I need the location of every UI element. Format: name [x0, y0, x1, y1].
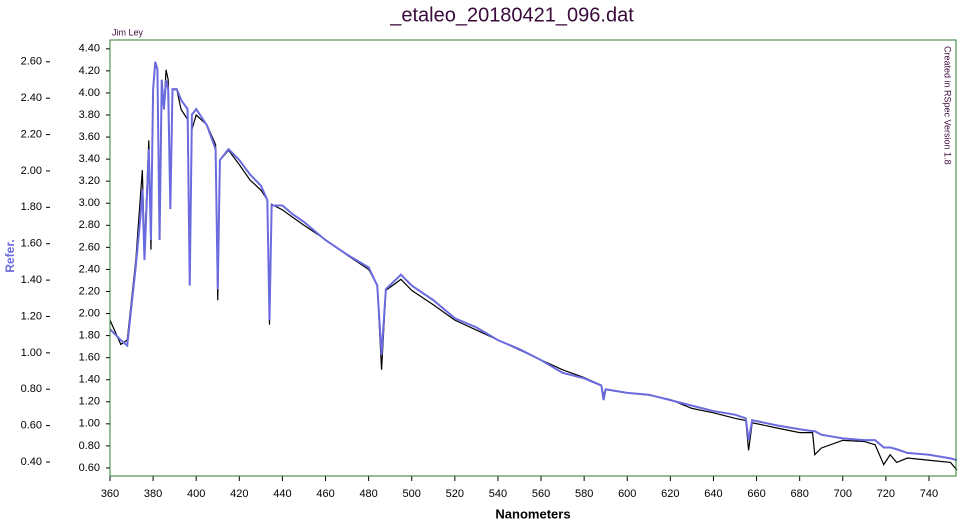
x-tick-label: 360	[101, 488, 119, 500]
y-tick-label: 2.40	[79, 263, 100, 275]
y-tick-label: 3.60	[79, 131, 100, 143]
y2-tick-label: 2.00	[21, 165, 42, 177]
y-tick-label: 2.80	[79, 219, 100, 231]
y-tick-label: 4.00	[79, 87, 100, 99]
y2-tick-label: 0.40	[21, 456, 42, 468]
y2-axis-label: Refer.	[3, 239, 17, 272]
software-note: Created in RSpec Version 1.8	[943, 46, 953, 165]
y-tick-label: 1.60	[79, 352, 100, 364]
y-tick-label: 1.40	[79, 374, 100, 386]
x-tick-label: 580	[575, 488, 593, 500]
x-tick-label: 520	[446, 488, 464, 500]
author-note: Jim Ley	[112, 27, 144, 37]
x-tick-label: 560	[532, 488, 550, 500]
y-tick-label: 3.80	[79, 109, 100, 121]
y-tick-label: 0.60	[79, 462, 100, 474]
y-tick-label: 3.00	[79, 197, 100, 209]
x-tick-label: 420	[230, 488, 248, 500]
y2-tick-label: 0.80	[21, 383, 42, 395]
spectrum-line	[109, 61, 958, 462]
x-tick-label: 720	[877, 488, 895, 500]
spectrum-line	[109, 63, 958, 471]
plot-frame	[109, 39, 957, 477]
x-tick-label: 740	[920, 488, 938, 500]
x-tick-label: 500	[403, 488, 421, 500]
y2-tick-label: 2.40	[21, 92, 42, 104]
y-tick-label: 1.20	[79, 396, 100, 408]
y-tick-label: 1.00	[79, 418, 100, 430]
x-axis-label: Nanometers	[495, 506, 570, 521]
y-tick-label: 4.20	[79, 65, 100, 77]
y-tick-label: 2.20	[79, 285, 100, 297]
x-tick-label: 620	[661, 488, 679, 500]
x-tick-label: 460	[316, 488, 334, 500]
y2-tick-label: 1.60	[21, 238, 42, 250]
y2-tick-label: 1.80	[21, 201, 42, 213]
y2-tick-label: 2.60	[21, 56, 42, 68]
y-tick-label: 0.80	[79, 440, 100, 452]
x-tick-label: 640	[704, 488, 722, 500]
y-tick-label: 2.60	[79, 241, 100, 253]
x-tick-label: 600	[618, 488, 636, 500]
y2-tick-label: 2.20	[21, 128, 42, 140]
y2-tick-label: 1.00	[21, 347, 42, 359]
x-tick-label: 660	[747, 488, 765, 500]
y-tick-label: 1.80	[79, 329, 100, 341]
y-tick-label: 2.00	[79, 307, 100, 319]
x-tick-label: 700	[834, 488, 852, 500]
x-tick-label: 540	[489, 488, 507, 500]
x-tick-label: 680	[790, 488, 808, 500]
x-tick-label: 400	[187, 488, 205, 500]
x-tick-label: 380	[144, 488, 162, 500]
y2-tick-label: 1.40	[21, 274, 42, 286]
y-tick-label: 3.20	[79, 175, 100, 187]
y-tick-label: 4.40	[79, 43, 100, 55]
y-tick-label: 3.40	[79, 153, 100, 165]
chart-title: _etaleo_20180421_096.dat	[389, 4, 634, 26]
y2-tick-label: 1.20	[21, 310, 42, 322]
y2-tick-label: 0.60	[21, 420, 42, 432]
x-tick-label: 440	[273, 488, 291, 500]
x-tick-label: 480	[359, 488, 377, 500]
